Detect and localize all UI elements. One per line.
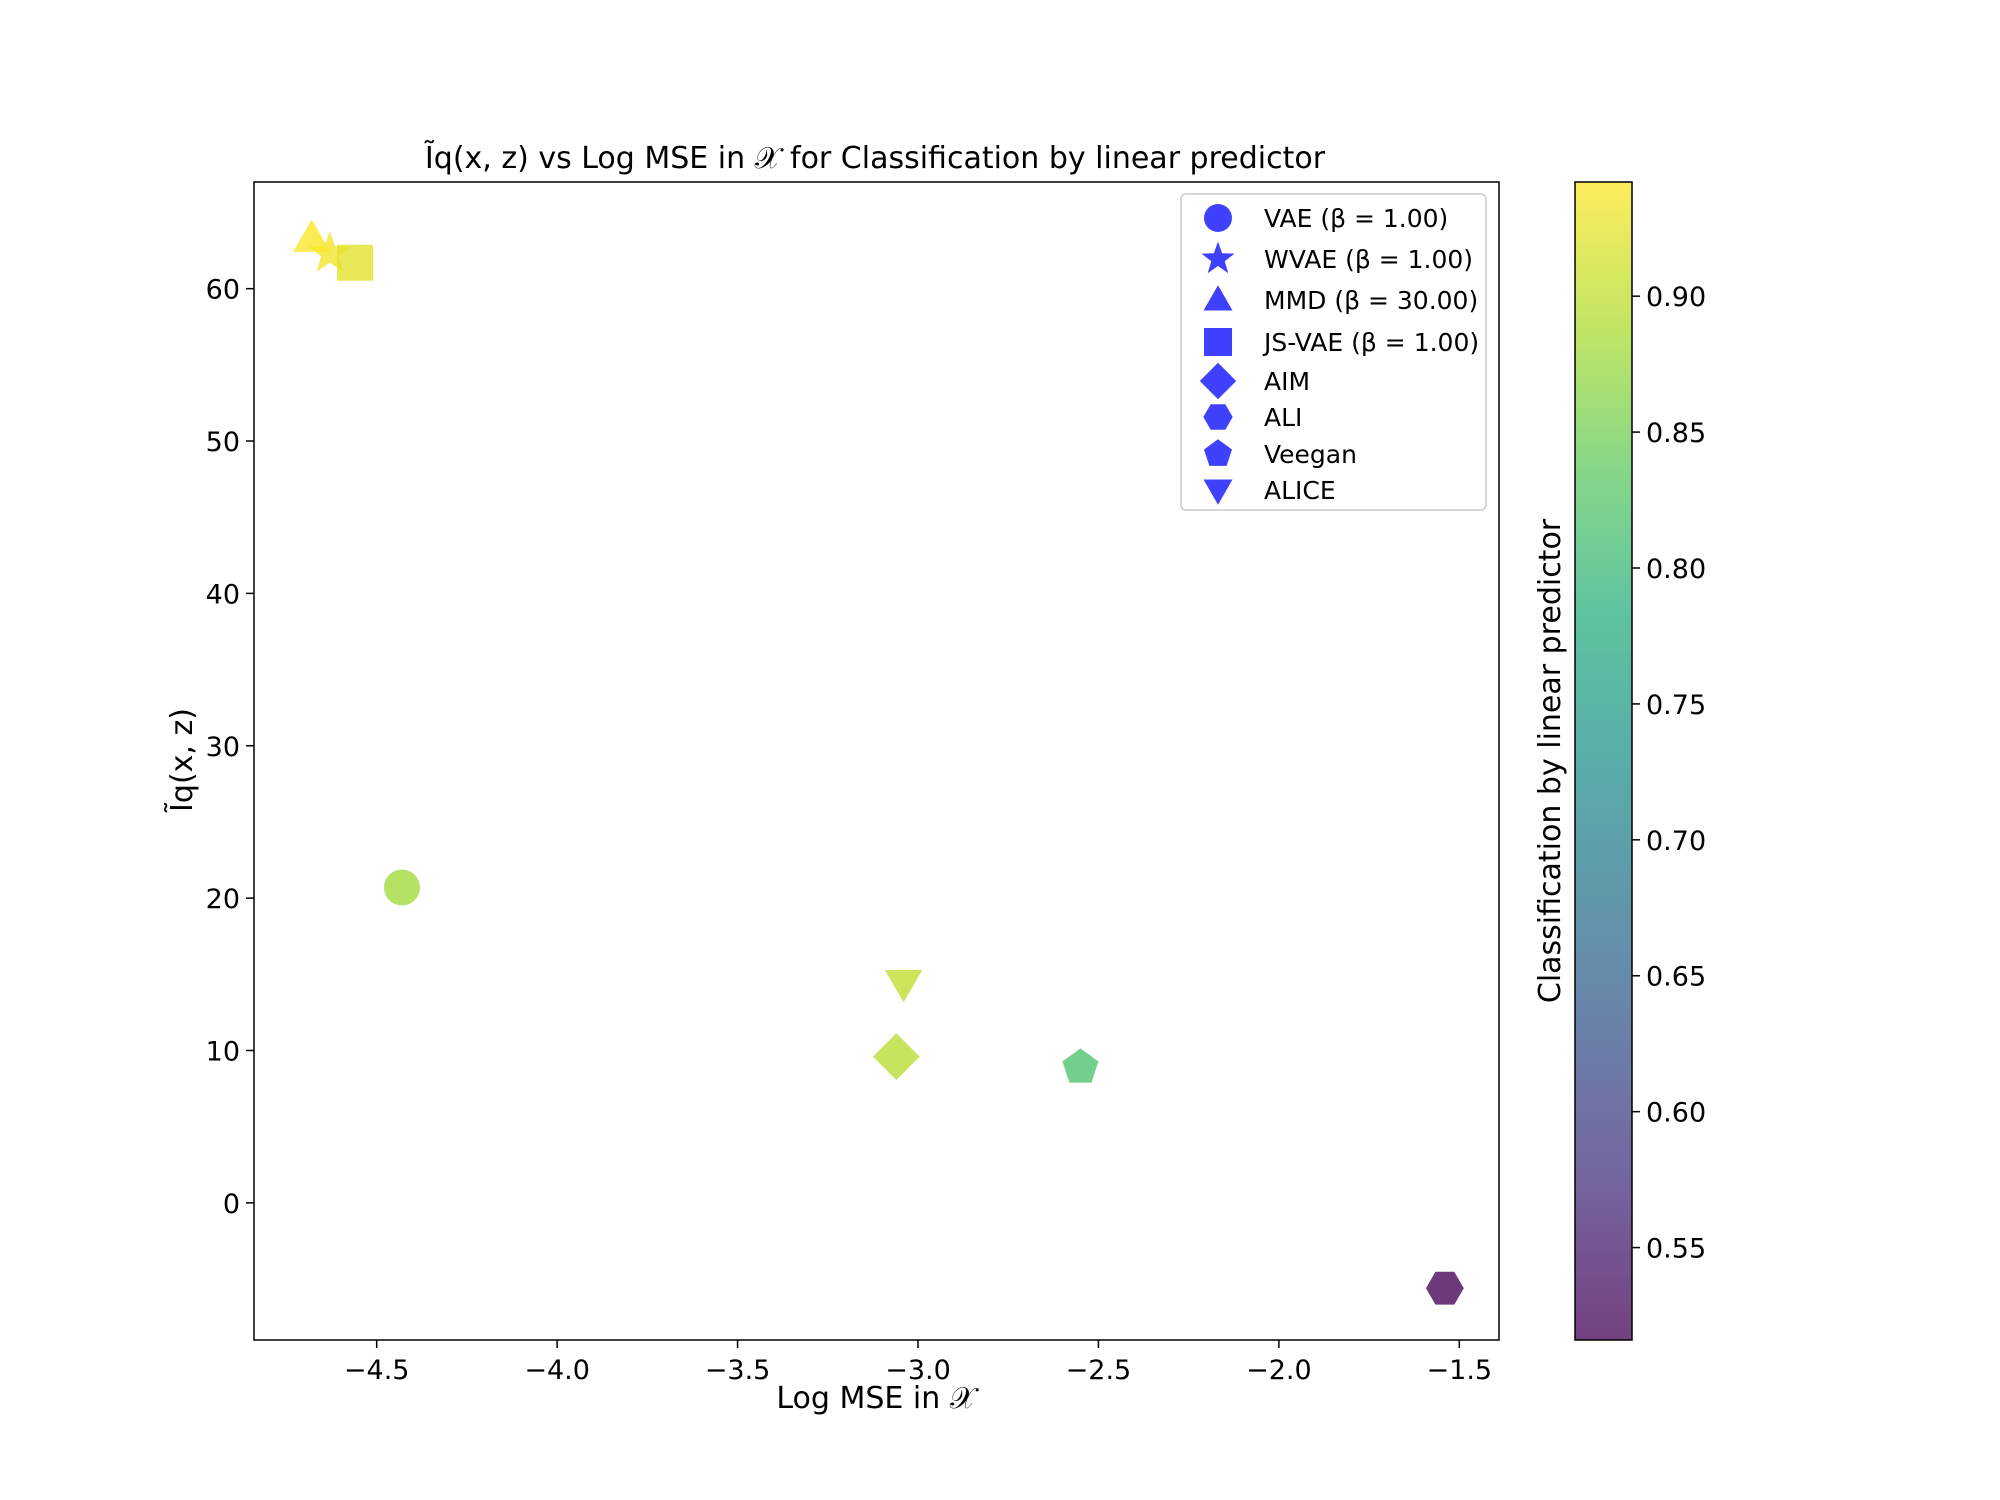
x-axis-ticks: −4.5 −4.0 −3.5 −3.0 −2.5 −2.0 −1.5 [344,1340,1492,1386]
y-tick-label: 30 [206,732,240,763]
data-point-triangle-up [293,219,331,252]
y-tick-label: 40 [206,579,240,610]
x-tick-label: −2.5 [1066,1355,1132,1386]
data-point-triangle-down [884,970,923,1003]
colorbar-tick-label: 0.70 [1646,826,1706,857]
colorbar-gradient [1574,181,1633,1341]
legend-marker-hexagon [1203,404,1233,430]
legend-label: ALICE [1264,476,1336,505]
y-tick-label: 0 [223,1189,240,1220]
colorbar-tick-label: 0.65 [1646,962,1706,993]
y-axis-ticks: 0 10 20 30 40 50 60 [206,275,254,1220]
legend-label: Veegan [1264,440,1357,469]
legend-marker-pentagon [1204,439,1232,466]
legend-marker-triangle-down [1203,479,1233,505]
data-point-diamond [872,1033,920,1080]
legend-marker-triangle-up [1203,285,1233,311]
x-tick-label: −1.5 [1427,1355,1493,1386]
plot-markers [293,219,1464,1305]
data-point-pentagon [1062,1048,1099,1083]
y-tick-label: 10 [206,1037,240,1068]
y-tick-label: 50 [206,427,240,458]
x-tick-label: −3.5 [705,1355,771,1386]
legend-label: JS-VAE (β = 1.00) [1262,328,1479,357]
x-axis-label: Log MSE in 𝒳 [776,1381,979,1416]
colorbar: 0.55 0.60 0.65 0.70 0.75 0.80 0.85 0.90 Classif… [1533,181,1706,1341]
colorbar-tick-label: 0.90 [1646,282,1706,313]
legend-label: AIM [1264,367,1310,396]
x-tick-label: −3.0 [885,1355,951,1386]
x-tick-label: −4.5 [344,1355,410,1386]
plot-area [253,181,1500,1341]
colorbar-tick-label: 0.60 [1646,1098,1706,1129]
legend-box [1180,193,1487,511]
x-tick-label: −2.0 [1246,1355,1312,1386]
legend-marker-circle [1204,204,1232,232]
legend: VAE (β = 1.00) WVAE (β = 1.00) MMD (β = 30… [1180,193,1487,511]
legend-marker-diamond [1199,362,1237,400]
data-point-circle [383,869,420,906]
colorbar-tick-label: 0.80 [1646,554,1706,585]
data-point-square [337,244,374,281]
y-axis-label: Ĩq(x, z) [164,708,200,813]
y-tick-label: 60 [206,275,240,306]
x-tick-label: −4.0 [524,1355,590,1386]
legend-label: WVAE (β = 1.00) [1264,245,1473,274]
colorbar-tick-label: 0.85 [1646,418,1706,449]
colorbar-tick-label: 0.75 [1646,690,1706,721]
legend-label: VAE (β = 1.00) [1264,204,1448,233]
legend-marker-star [1201,241,1235,274]
legend-label: MMD (β = 30.00) [1264,286,1478,315]
data-point-hexagon [1426,1271,1464,1305]
legend-marker-square [1204,328,1232,356]
y-tick-label: 20 [206,884,240,915]
chart-title: Ĩq(x, z) vs Log MSE in 𝒳 for Classificat… [424,140,1326,176]
colorbar-label: Classification by linear predictor [1533,518,1568,1003]
colorbar-tick-label: 0.55 [1646,1234,1706,1265]
legend-label: ALI [1264,403,1302,432]
